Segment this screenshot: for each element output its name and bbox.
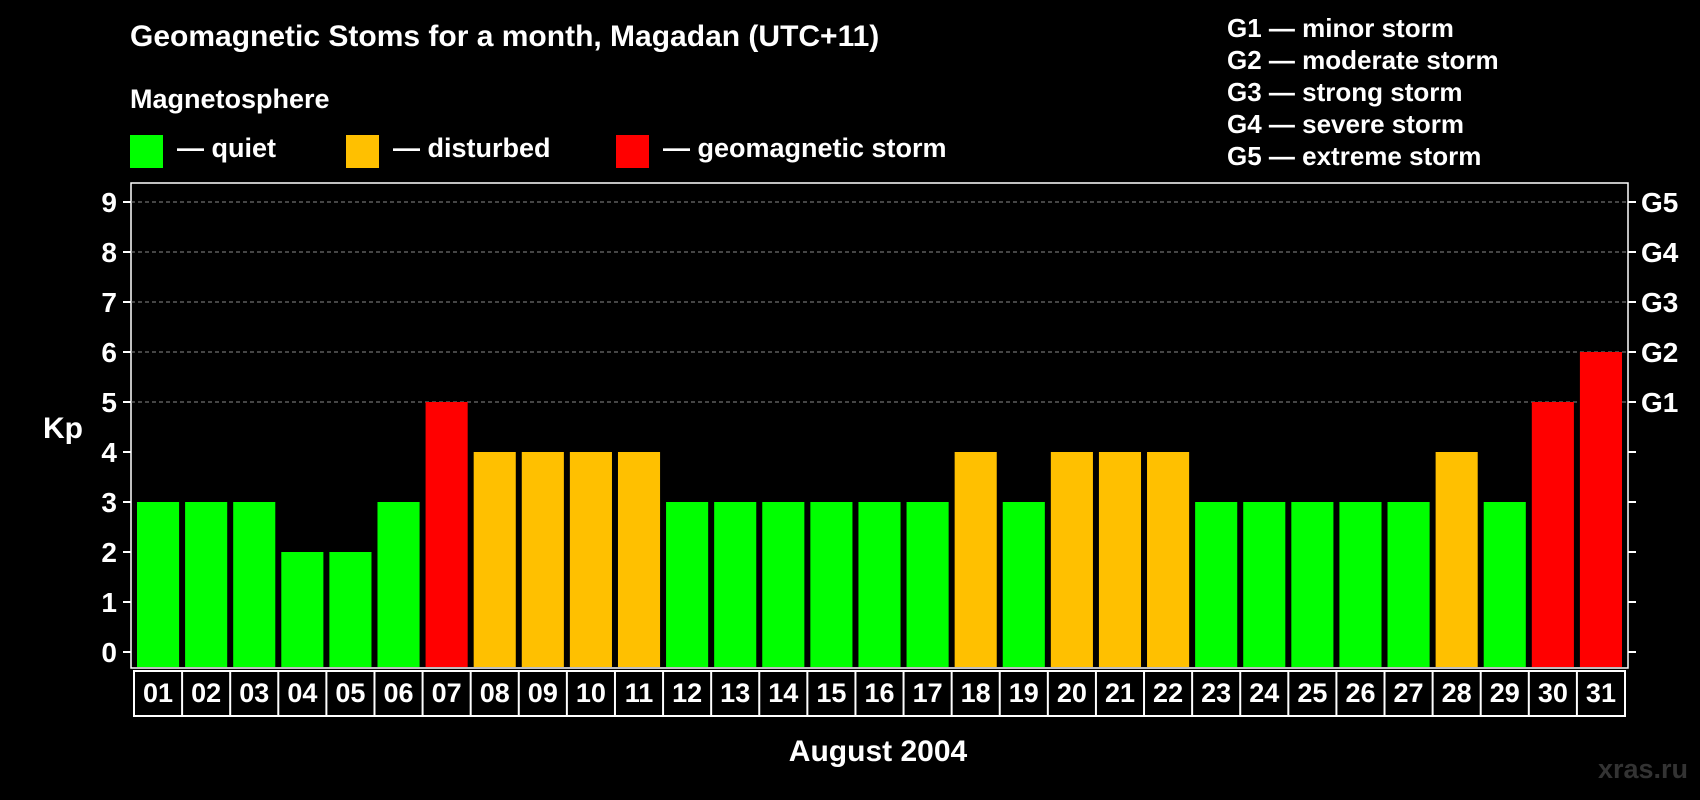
bar-10 (569, 452, 612, 667)
bar-21 (1098, 452, 1142, 667)
bar-27 (1387, 502, 1430, 667)
right-tick-label-g3: G3 (1641, 287, 1678, 318)
bar-25 (1291, 502, 1334, 667)
x-tick-label-08: 08 (480, 678, 510, 708)
x-tick-label-10: 10 (576, 678, 606, 708)
x-tick-label-13: 13 (720, 678, 750, 708)
bar-02 (185, 502, 228, 667)
bar-20 (1050, 452, 1093, 667)
x-tick-label-22: 22 (1153, 678, 1183, 708)
x-tick-label-23: 23 (1201, 678, 1231, 708)
x-tick-label-03: 03 (239, 678, 269, 708)
bar-19 (1002, 502, 1045, 667)
legend-swatch-storm (616, 135, 649, 168)
bar-01 (137, 502, 180, 667)
x-tick-label-04: 04 (287, 678, 317, 708)
right-tick-label-g5: G5 (1641, 187, 1678, 218)
bar-30 (1531, 402, 1574, 667)
gscale-g2: G2 — moderate storm (1227, 45, 1499, 75)
bar-04 (281, 552, 324, 667)
x-tick-label-12: 12 (672, 678, 702, 708)
bar-18 (954, 452, 997, 667)
bar-07 (425, 402, 468, 667)
x-tick-label-06: 06 (384, 678, 414, 708)
x-tick-label-20: 20 (1057, 678, 1087, 708)
bar-06 (377, 502, 420, 667)
x-tick-label-01: 01 (143, 678, 173, 708)
bar-05 (329, 552, 372, 667)
x-tick-label-05: 05 (335, 678, 365, 708)
bar-17 (906, 502, 949, 667)
y-tick-label-1: 1 (101, 587, 117, 618)
x-tick-label-15: 15 (816, 678, 846, 708)
bar-28 (1435, 452, 1478, 667)
x-tick-label-07: 07 (432, 678, 462, 708)
bar-22 (1147, 452, 1190, 667)
x-tick-label-25: 25 (1297, 678, 1327, 708)
gscale-g1: G1 — minor storm (1227, 13, 1454, 43)
bar-23 (1195, 502, 1238, 667)
bar-12 (666, 502, 709, 667)
y-axis-label: Kp (43, 412, 83, 445)
watermark: xras.ru (1597, 754, 1688, 784)
legend-heading: Magnetosphere (130, 84, 330, 114)
x-tick-label-14: 14 (768, 678, 798, 708)
x-tick-label-11: 11 (625, 678, 654, 708)
y-tick-label-2: 2 (101, 537, 117, 568)
x-tick-label-19: 19 (1009, 678, 1039, 708)
legend-swatch-disturbed (346, 135, 379, 168)
y-tick-label-0: 0 (101, 637, 117, 668)
bar-16 (858, 502, 901, 667)
bar-14 (762, 502, 805, 667)
bar-31 (1579, 352, 1622, 667)
x-tick-label-27: 27 (1394, 678, 1424, 708)
bar-24 (1243, 502, 1286, 667)
x-tick-label-29: 29 (1490, 678, 1520, 708)
legend-label-storm: — geomagnetic storm (663, 133, 947, 163)
y-tick-label-5: 5 (101, 387, 117, 418)
y-tick-label-9: 9 (101, 187, 117, 218)
x-axis-label: August 2004 (788, 735, 968, 768)
bar-03 (233, 502, 276, 667)
x-tick-label-21: 21 (1105, 678, 1135, 708)
bar-29 (1483, 502, 1526, 667)
y-tick-label-7: 7 (101, 287, 117, 318)
bar-09 (521, 452, 564, 667)
x-tick-label-17: 17 (913, 678, 943, 708)
bar-11 (617, 452, 661, 667)
legend-swatch-quiet (130, 135, 163, 168)
y-tick-label-3: 3 (101, 487, 117, 518)
plot-frame (130, 182, 1629, 669)
x-tick-label-09: 09 (528, 678, 558, 708)
x-tick-label-28: 28 (1442, 678, 1472, 708)
x-tick-label-24: 24 (1249, 678, 1279, 708)
bar-15 (810, 502, 853, 667)
x-tick-label-30: 30 (1538, 678, 1568, 708)
x-tick-label-26: 26 (1345, 678, 1375, 708)
bar-08 (473, 452, 516, 667)
y-tick-label-4: 4 (101, 437, 117, 468)
gscale-g5: G5 — extreme storm (1227, 141, 1482, 171)
x-tick-label-31: 31 (1586, 678, 1616, 708)
legend-label-quiet: — quiet (177, 133, 276, 163)
right-tick-label-g2: G2 (1641, 337, 1678, 368)
x-tick-label-18: 18 (961, 678, 991, 708)
category-box (133, 670, 1626, 717)
x-tick-label-16: 16 (864, 678, 894, 708)
gscale-g4: G4 — severe storm (1227, 109, 1465, 139)
y-tick-label-6: 6 (101, 337, 117, 368)
y-tick-label-8: 8 (101, 237, 117, 268)
chart-title: Geomagnetic Stoms for a month, Magadan (… (130, 20, 880, 53)
bar-26 (1339, 502, 1382, 667)
gscale-g3: G3 — strong storm (1227, 77, 1463, 107)
right-tick-label-g4: G4 (1641, 237, 1679, 268)
x-tick-label-02: 02 (191, 678, 221, 708)
bar-13 (714, 502, 757, 667)
legend-label-disturbed: — disturbed (393, 133, 551, 163)
right-tick-label-g1: G1 (1641, 387, 1678, 418)
